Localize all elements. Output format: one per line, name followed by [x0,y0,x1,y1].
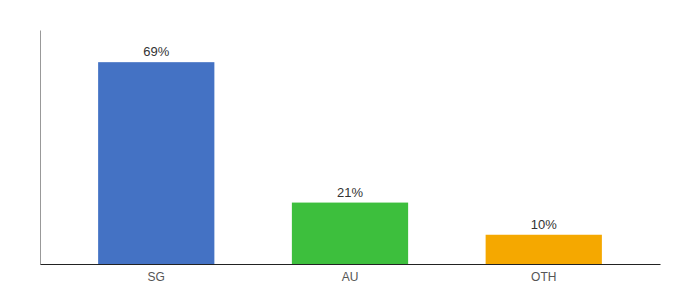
x-tick: AU [342,270,359,284]
plot-area: SG AU OTH 69% 21% 10% [41,31,661,284]
x-axis: SG AU OTH [41,265,661,284]
data-label: 69% [143,44,169,59]
data-label: 21% [337,185,363,200]
x-tick-label: AU [342,270,359,284]
chart-svg: SG AU OTH 69% 21% 10% [0,0,680,300]
x-axis-line [41,264,661,265]
y-axis-line [40,31,41,265]
x-tick-label: SG [148,270,165,284]
data-label: 10% [531,217,557,232]
y-axis [40,31,41,265]
x-tick-label: OTH [531,270,556,284]
x-tick: SG [148,270,165,284]
data-labels: 69% 21% 10% [143,44,557,232]
x-tick: OTH [531,270,556,284]
bar [292,203,408,264]
bars [98,62,602,264]
bar [98,62,214,264]
bar [486,235,602,264]
chart-container: SG AU OTH 69% 21% 10% [0,0,680,300]
